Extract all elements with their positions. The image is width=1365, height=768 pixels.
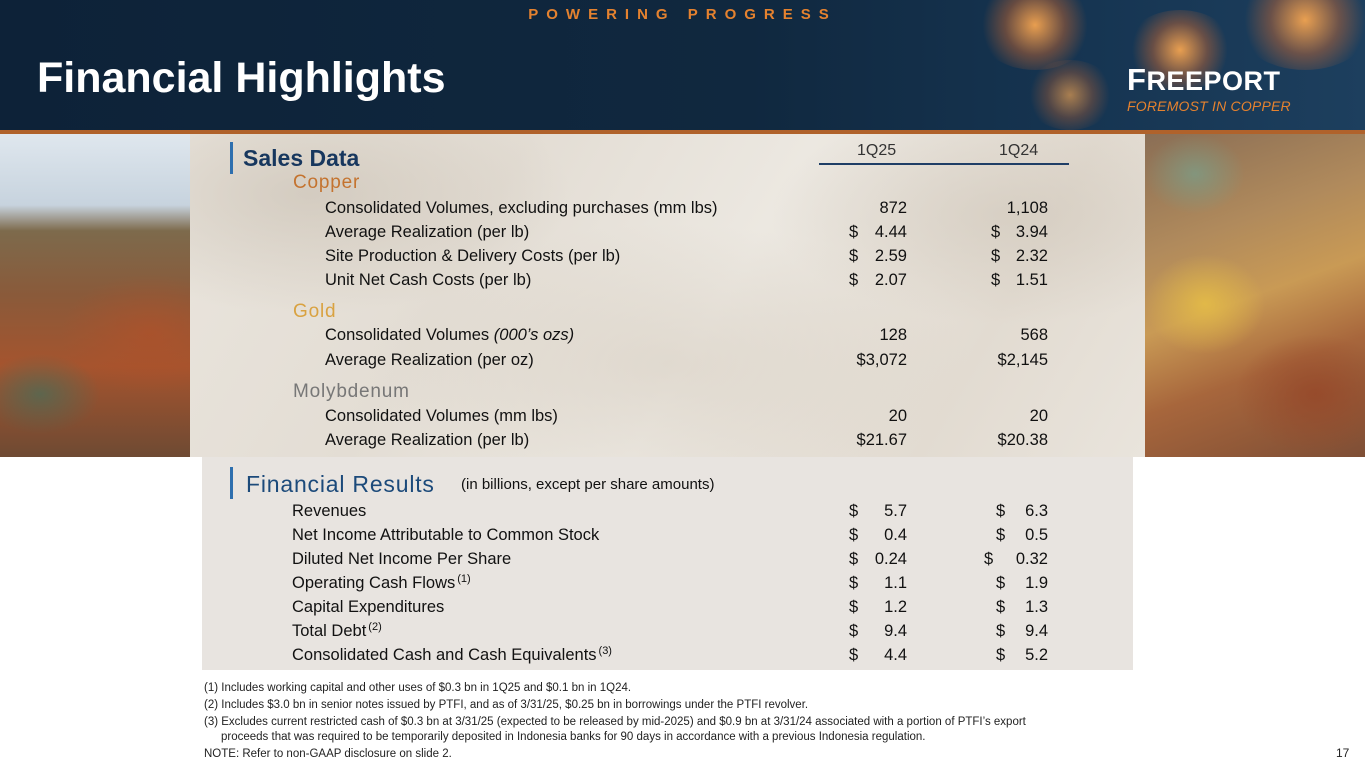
financial-results-panel bbox=[202, 457, 1133, 670]
currency-symbol: $ bbox=[991, 247, 1001, 265]
page-title: Financial Highlights bbox=[37, 54, 446, 102]
row-label: Capital Expenditures bbox=[292, 598, 445, 616]
footnote-3-continued: proceeds that was required to be tempora… bbox=[221, 731, 926, 743]
currency-symbol: $ bbox=[984, 550, 994, 568]
currency-symbol: $ bbox=[991, 223, 1001, 241]
currency-symbol: $ bbox=[996, 646, 1006, 664]
currency-symbol: $ bbox=[849, 247, 859, 265]
financial-section-marker bbox=[230, 467, 233, 499]
category-molybdenum: Molybdenum bbox=[293, 381, 410, 402]
row-label: Revenues bbox=[292, 502, 367, 520]
currency-symbol: $ bbox=[996, 526, 1006, 544]
category-gold: Gold bbox=[293, 301, 337, 322]
value-1q24: 0.32 bbox=[1015, 550, 1048, 568]
row-label: Operating Cash Flows (1) bbox=[292, 573, 471, 592]
currency-symbol: $ bbox=[849, 502, 859, 520]
value-1q25: $3,072 bbox=[856, 351, 907, 369]
value-1q24: 1.9 bbox=[1025, 574, 1048, 592]
value-1q24: 1.51 bbox=[1015, 271, 1048, 289]
value-1q24: 3.94 bbox=[1015, 223, 1048, 241]
value-1q25: 20 bbox=[888, 407, 907, 425]
column-header-underline bbox=[819, 163, 1069, 165]
row-label: Consolidated Cash and Cash Equivalents (3… bbox=[292, 645, 612, 664]
currency-symbol: $ bbox=[996, 574, 1006, 592]
currency-symbol: $ bbox=[849, 574, 859, 592]
value-1q24: 5.2 bbox=[1025, 646, 1048, 664]
currency-symbol: $ bbox=[996, 622, 1006, 640]
currency-symbol: $ bbox=[996, 598, 1006, 616]
logo-wordmark: FREEPORT bbox=[1127, 62, 1281, 97]
footnote-3: (3) Excludes current restricted cash of … bbox=[204, 716, 1026, 728]
currency-symbol: $ bbox=[849, 646, 859, 664]
value-1q24: 0.5 bbox=[1025, 526, 1048, 544]
globe-network-graphic bbox=[935, 0, 1365, 130]
mine-landscape-image-left bbox=[0, 134, 190, 457]
footnote-ref: (1) bbox=[457, 573, 471, 585]
value-1q25: 872 bbox=[879, 199, 907, 217]
value-1q24: 1,108 bbox=[1006, 199, 1048, 217]
currency-symbol: $ bbox=[849, 223, 859, 241]
value-1q24: $20.38 bbox=[997, 431, 1048, 449]
currency-symbol: $ bbox=[996, 502, 1006, 520]
footnote-1: (1) Includes working capital and other u… bbox=[204, 682, 632, 694]
value-1q25: 1.1 bbox=[884, 574, 907, 592]
header-divider bbox=[0, 130, 1365, 134]
value-1q25: 2.59 bbox=[874, 247, 907, 265]
row-label: Consolidated Volumes, excluding purchase… bbox=[325, 199, 718, 217]
currency-symbol: $ bbox=[991, 271, 1001, 289]
value-1q24: 1.3 bbox=[1025, 598, 1048, 616]
value-1q24: 20 bbox=[1029, 407, 1048, 425]
value-1q24: 9.4 bbox=[1025, 622, 1048, 640]
value-1q25: 0.4 bbox=[884, 526, 907, 544]
currency-symbol: $ bbox=[849, 622, 859, 640]
header-band: POWERING PROGRESS Financial Highlights F… bbox=[0, 0, 1365, 130]
value-1q25: 128 bbox=[879, 326, 907, 344]
category-copper: Copper bbox=[293, 172, 361, 193]
footnote-ref: (3) bbox=[598, 645, 612, 657]
footnote-ref: (2) bbox=[368, 621, 382, 633]
column-header-1q24: 1Q24 bbox=[999, 142, 1039, 159]
financial-results-title: Financial Results bbox=[246, 471, 435, 497]
non-gaap-note: NOTE: Refer to non-GAAP disclosure on sl… bbox=[204, 748, 452, 760]
value-1q25: 4.44 bbox=[874, 223, 907, 241]
value-1q25: $21.67 bbox=[856, 431, 907, 449]
value-1q25: 5.7 bbox=[884, 502, 907, 520]
row-label: Site Production & Delivery Costs (per lb… bbox=[325, 247, 621, 265]
freeport-logo: FREEPORT FOREMOST IN COPPER bbox=[1127, 62, 1291, 114]
row-label: Average Realization (per lb) bbox=[325, 223, 530, 241]
currency-symbol: $ bbox=[849, 526, 859, 544]
currency-symbol: $ bbox=[849, 550, 859, 568]
currency-symbol: $ bbox=[849, 598, 859, 616]
value-1q24: $2,145 bbox=[997, 351, 1048, 369]
row-label: Consolidated Volumes (000’s ozs) bbox=[325, 326, 575, 344]
financial-results-note: (in billions, except per share amounts) bbox=[461, 476, 715, 493]
value-1q24: 568 bbox=[1020, 326, 1048, 344]
row-label: Average Realization (per lb) bbox=[325, 431, 530, 449]
row-label: Total Debt (2) bbox=[292, 621, 382, 640]
mine-rock-image-right bbox=[1145, 134, 1365, 457]
value-1q24: 2.32 bbox=[1015, 247, 1048, 265]
row-label: Average Realization (per oz) bbox=[325, 351, 534, 369]
column-header-1q25: 1Q25 bbox=[857, 142, 897, 159]
value-1q25: 0.24 bbox=[874, 550, 907, 568]
sales-data-title: Sales Data bbox=[243, 145, 360, 171]
row-label: Net Income Attributable to Common Stock bbox=[292, 526, 600, 544]
value-1q24: 6.3 bbox=[1025, 502, 1048, 520]
sales-section-marker bbox=[230, 142, 233, 174]
footnote-2: (2) Includes $3.0 bn in senior notes iss… bbox=[204, 699, 809, 711]
value-1q25: 2.07 bbox=[874, 271, 907, 289]
value-1q25: 4.4 bbox=[884, 646, 907, 664]
logo-subtitle: FOREMOST IN COPPER bbox=[1127, 98, 1291, 114]
currency-symbol: $ bbox=[849, 271, 859, 289]
value-1q25: 9.4 bbox=[884, 622, 907, 640]
row-label: Diluted Net Income Per Share bbox=[292, 550, 512, 568]
sales-data-panel bbox=[190, 134, 1145, 457]
row-label: Unit Net Cash Costs (per lb) bbox=[325, 271, 532, 289]
row-label: Consolidated Volumes (mm lbs) bbox=[325, 407, 558, 425]
tagline: POWERING PROGRESS bbox=[528, 6, 837, 23]
page-number: 17 bbox=[1336, 746, 1350, 760]
value-1q25: 1.2 bbox=[884, 598, 907, 616]
